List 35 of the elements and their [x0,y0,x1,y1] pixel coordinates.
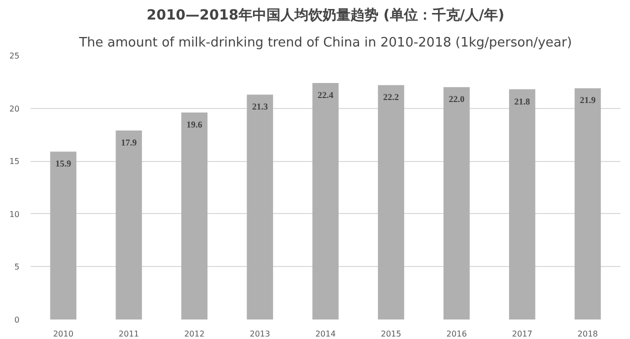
y-tick-label: 5 [14,262,20,272]
bar [509,89,536,320]
x-tick-label: 2014 [315,330,336,338]
y-tick-label: 0 [14,316,20,324]
bar [246,94,274,320]
x-tick-label: 2013 [250,330,270,338]
bar [50,152,76,320]
data-label: 17.9 [120,137,138,148]
x-tick-label: 2016 [446,330,467,338]
y-tick-label: 15 [9,157,20,166]
data-label: 15.9 [55,158,72,169]
data-label: 21.9 [580,95,596,106]
y-tick-label: 20 [9,104,20,114]
data-label: 22.4 [318,90,334,100]
data-label: 21.3 [252,102,268,112]
x-tick-label: 2015 [380,330,402,338]
bar [378,85,404,320]
bar [574,88,601,320]
data-label: 19.6 [186,120,203,130]
x-tick-label: 2010 [53,330,74,338]
y-tick-label: 25 [9,52,20,60]
chart-title: 2010—2018年中国人均饮奶量趋势 (单位：千克/人/年) [146,6,504,24]
bar [444,87,470,320]
x-tick-label: 2017 [512,330,532,338]
data-label: 22.2 [383,92,400,102]
data-label: 21.8 [514,96,531,106]
x-tick-label: 2012 [184,330,205,338]
data-label: 22.0 [448,94,465,104]
y-tick-label: 10 [9,210,20,219]
bar [312,82,339,320]
chart-subtitle: The amount of milk-drinking trend of China in 2010-2018 (1kg/person/year) [78,36,572,50]
bar [116,130,142,320]
bar [181,112,208,320]
x-tick-label: 2018 [578,330,598,338]
x-tick-label: 2011 [118,330,140,338]
